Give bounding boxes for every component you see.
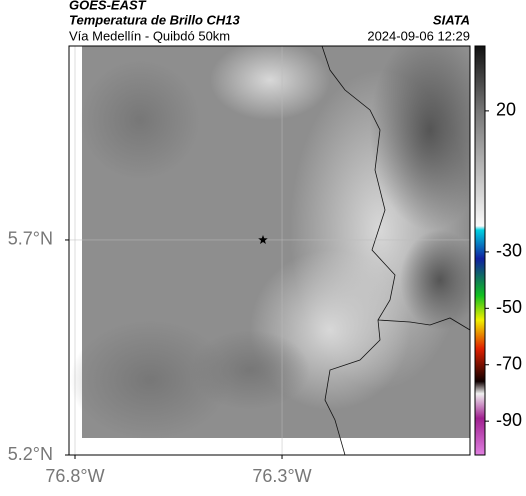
x-tick-label: 76.8°W [45, 466, 104, 486]
datetime: 2024-09-06 12:29 [367, 28, 470, 43]
satellite-name: GOES-EAST [69, 0, 147, 12]
dynamic-layer: 76.8°W 76.3°W 5.7°N 5.2°N 20 -30 -50 -70 -90 [8, 100, 522, 486]
colorbar-tick-label: -70 [496, 353, 522, 373]
route: Vía Medellín - Quibdó 50km [69, 28, 230, 43]
source: SIATA [433, 12, 470, 27]
colorbar-tick-label: 20 [496, 100, 516, 120]
colorbar-tick-label: -50 [496, 297, 522, 317]
colorbar-tick-label: -90 [496, 410, 522, 430]
satellite-image [70, 46, 470, 455]
x-tick-label: 76.3°W [252, 466, 311, 486]
colorbar-tick-label: -30 [496, 241, 522, 261]
map-frame [68, 45, 471, 456]
colorbar [474, 45, 486, 456]
y-tick-label: 5.7°N [8, 229, 53, 249]
product-name: Temperatura de Brillo CH13 [69, 12, 241, 27]
location-marker [258, 235, 268, 244]
y-tick-label: 5.2°N [8, 444, 53, 464]
